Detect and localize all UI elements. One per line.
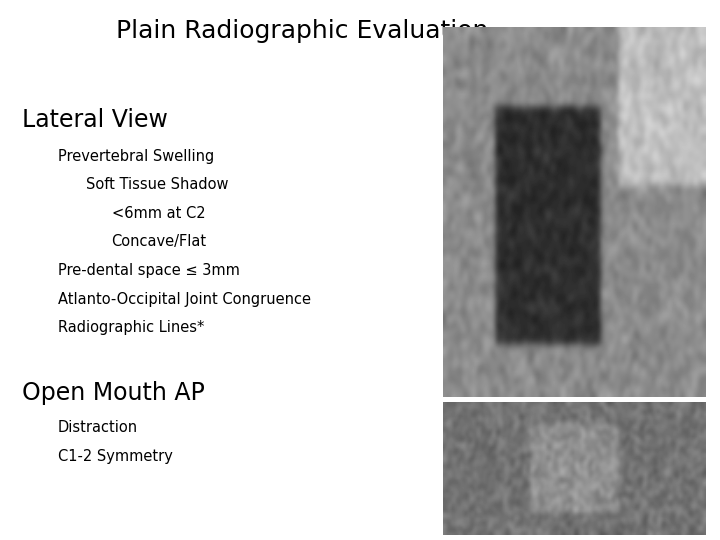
Text: Distraction: Distraction [58,420,138,435]
Text: Lateral View: Lateral View [22,108,168,132]
Text: Open Mouth AP: Open Mouth AP [22,381,204,404]
Polygon shape [474,264,492,276]
Polygon shape [475,228,493,241]
Polygon shape [472,301,490,314]
Text: Pre-dental space ≤ 3mm: Pre-dental space ≤ 3mm [58,263,240,278]
Polygon shape [482,158,500,171]
Text: <6mm at C2: <6mm at C2 [112,206,205,221]
Text: Radiographic Lines*: Radiographic Lines* [58,320,204,335]
Text: Soft Tissue Shadow: Soft Tissue Shadow [86,177,229,192]
Text: AOC: AOC [679,406,701,415]
Text: C1-2 Symmetry: C1-2 Symmetry [58,449,173,464]
Text: C1: C1 [464,427,477,436]
Text: Concave/Flat: Concave/Flat [112,234,207,249]
Polygon shape [477,193,495,206]
Text: Plain Radiographic Evaluation: Plain Radiographic Evaluation [116,19,489,43]
Text: Prevertebral Swelling: Prevertebral Swelling [58,148,214,164]
Text: Atlanto-Occipital Joint Congruence: Atlanto-Occipital Joint Congruence [58,292,310,307]
Text: C2: C2 [537,447,550,456]
